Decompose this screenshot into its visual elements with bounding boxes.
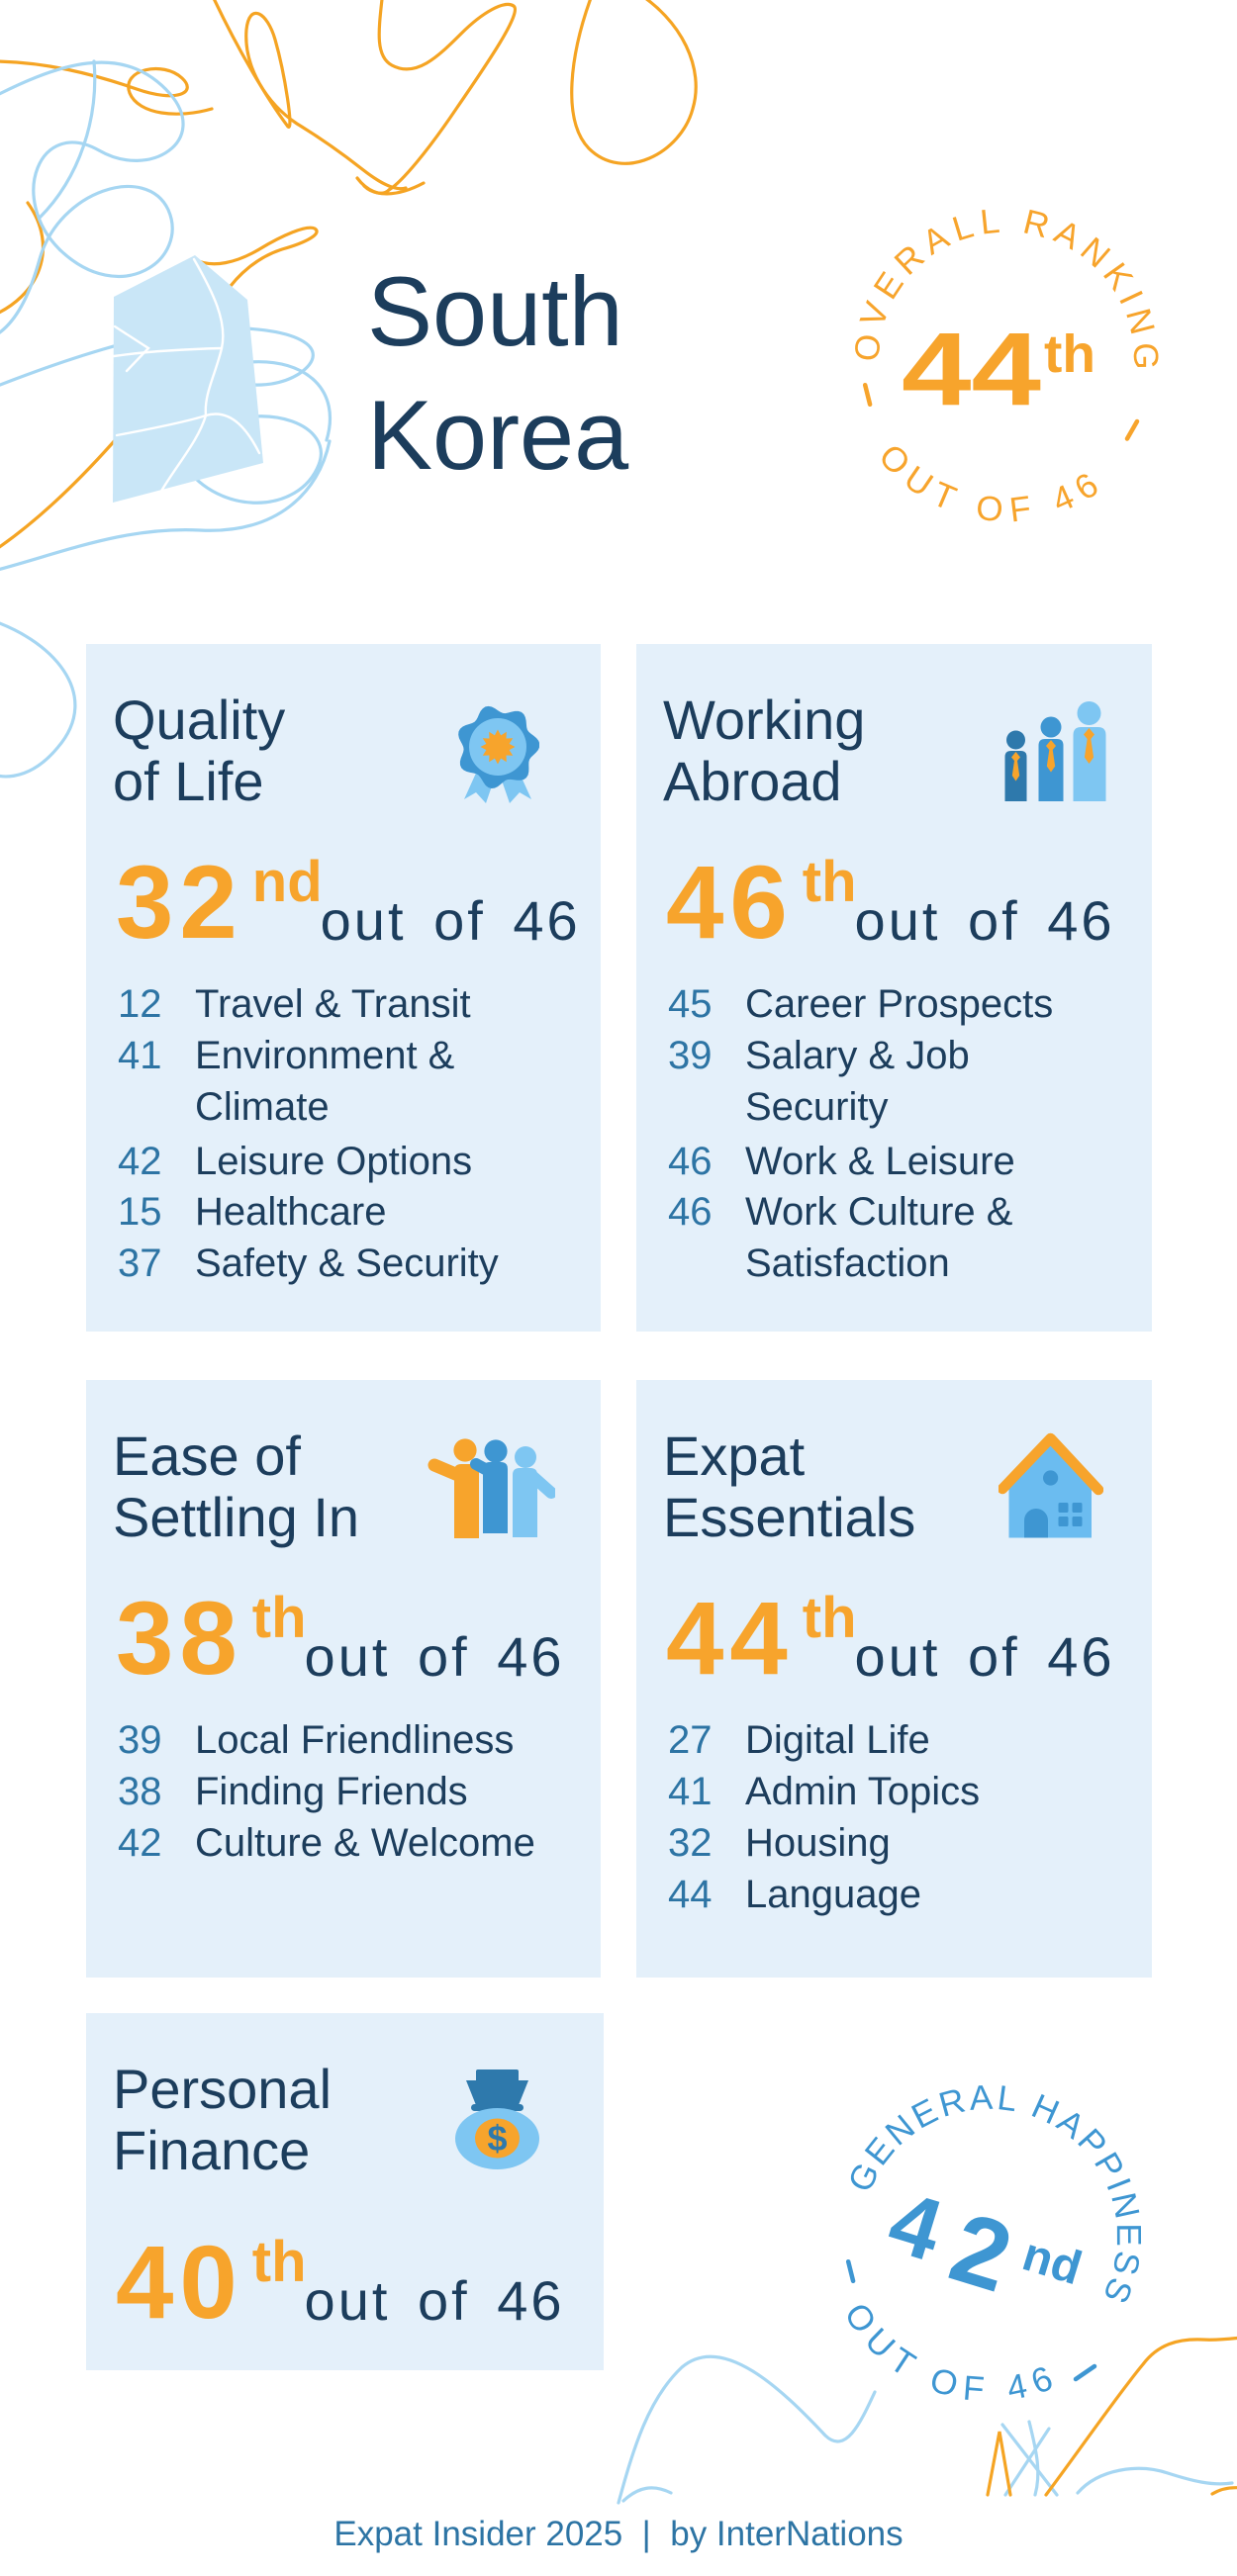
svg-text:OUT OF 46: OUT OF 46 [871,437,1112,530]
svg-text:th: th [1044,324,1095,384]
svg-text:44: 44 [902,312,1041,427]
svg-text:$: $ [487,2118,507,2159]
